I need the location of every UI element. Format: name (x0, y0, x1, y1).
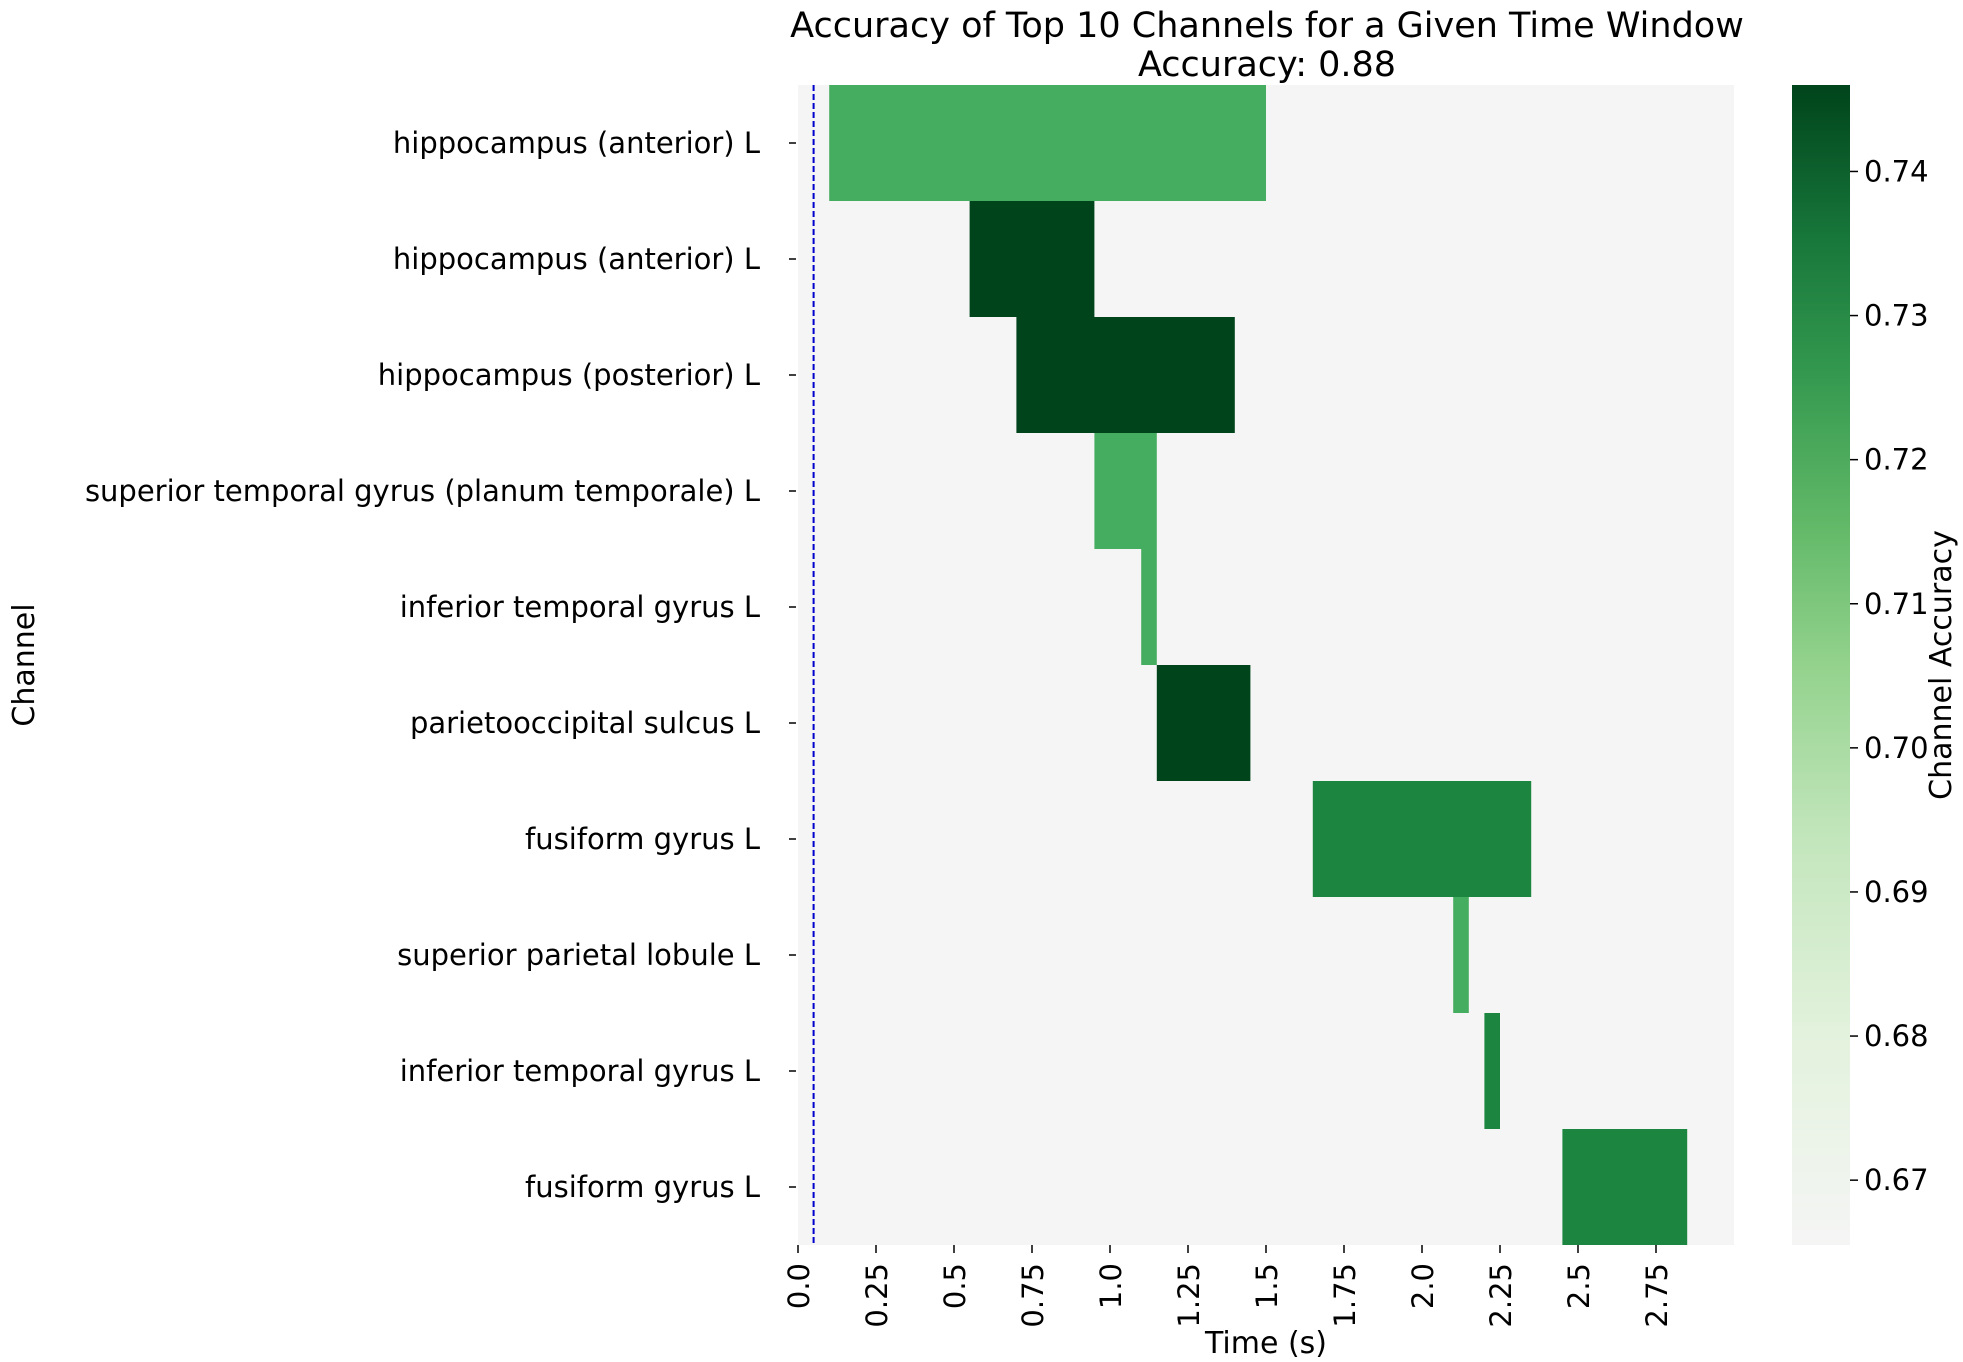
x-tick-label: 2.25 (1484, 1263, 1518, 1328)
x-tick-label: 0.0 (782, 1263, 816, 1309)
x-tick-label: 1.25 (1172, 1263, 1206, 1328)
x-tick-label: 0.5 (938, 1263, 972, 1309)
heatmap-cell (969, 201, 1095, 317)
x-tick-label: 0.75 (1016, 1263, 1050, 1328)
colorbar-ticks: 0.67 0.68 0.69 0.70 0.71 0.72 0.73 0.74 (1850, 154, 1929, 1197)
heatmap-cells (829, 85, 1688, 1245)
colorbar-tick-label: 0.72 (1864, 443, 1929, 477)
heatmap-cell (1141, 549, 1157, 665)
heatmap-cell (1484, 1013, 1500, 1129)
x-axis-label: Time (s) (1204, 1326, 1327, 1361)
colorbar-label: Channel Accuracy (1924, 530, 1959, 800)
x-tick-label: 1.75 (1328, 1263, 1362, 1328)
y-tick-label: inferior temporal gyrus L (400, 1054, 760, 1088)
y-tick-label: fusiform gyrus L (525, 1170, 760, 1204)
colorbar-tick-label: 0.67 (1864, 1163, 1929, 1197)
y-tick-label: parietooccipital sulcus L (410, 706, 760, 740)
x-tick-label: 1.5 (1250, 1263, 1284, 1309)
y-tick-label: superior temporal gyrus (planum temporal… (85, 474, 760, 508)
x-tick-label: 2.75 (1640, 1263, 1674, 1328)
x-tick-label: 1.0 (1094, 1263, 1128, 1309)
y-tick-label: fusiform gyrus L (525, 822, 760, 856)
y-tick-label: hippocampus (posterior) L (378, 358, 760, 392)
x-tick-label: 2.0 (1406, 1263, 1440, 1309)
colorbar-tick-label: 0.69 (1864, 875, 1929, 909)
heatmap-cell (1094, 433, 1157, 549)
y-tick-label: inferior temporal gyrus L (400, 590, 760, 624)
colorbar-tick-label: 0.71 (1864, 587, 1929, 621)
x-tick-labels: 0.0 0.25 0.5 0.75 1.0 1.25 1.5 1.75 2.0 2.25 2.5 2.… (782, 1245, 1674, 1328)
y-tick-labels: hippocampus (anterior) L hippocampus (ant… (85, 126, 796, 1204)
colorbar-tick-label: 0.74 (1864, 154, 1929, 188)
chart-subtitle: Accuracy: 0.88 (1138, 45, 1396, 85)
heatmap-cell (829, 85, 1266, 201)
colorbar-tick-label: 0.68 (1864, 1019, 1929, 1053)
y-tick-label: hippocampus (anterior) L (393, 126, 760, 160)
x-tick-label: 2.5 (1562, 1263, 1596, 1309)
y-tick-label: hippocampus (anterior) L (393, 242, 760, 276)
heatmap-cell (1562, 1129, 1688, 1245)
heatmap-cell (1016, 317, 1235, 433)
colorbar (1792, 85, 1850, 1245)
heatmap-cell (1453, 897, 1469, 1013)
colorbar-tick-label: 0.73 (1864, 299, 1929, 333)
y-tick-label: superior parietal lobule L (397, 938, 760, 972)
chart-title: Accuracy of Top 10 Channels for a Given … (790, 6, 1744, 46)
x-tick-label: 0.25 (860, 1263, 894, 1328)
plot-background (798, 85, 1734, 1245)
colorbar-tick-label: 0.70 (1864, 731, 1929, 765)
heatmap-cell (1156, 665, 1251, 781)
heatmap-cell (1312, 781, 1532, 897)
y-axis-label: Channel (7, 603, 42, 726)
